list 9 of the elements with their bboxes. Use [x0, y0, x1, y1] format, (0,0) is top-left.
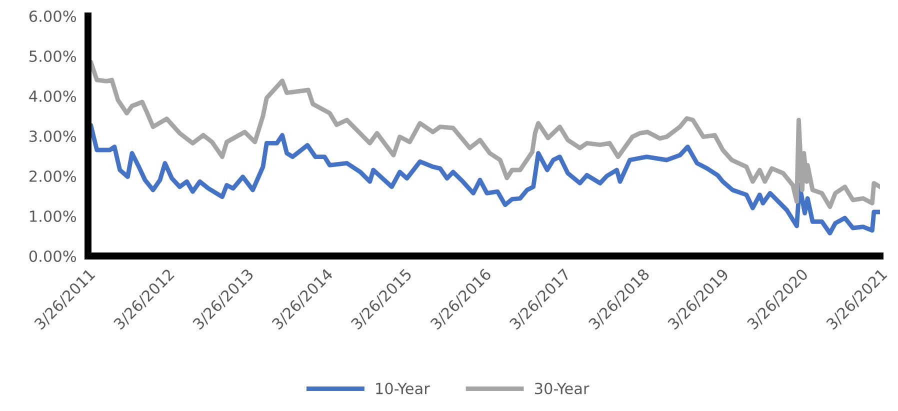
- legend-label: 10-Year: [376, 382, 430, 394]
- y-tick-label: 2.00%: [29, 170, 76, 182]
- y-tick-label: 4.00%: [29, 90, 76, 102]
- y-tick-label: 0.00%: [29, 250, 76, 262]
- y-tick-label: 3.00%: [30, 130, 76, 142]
- y-tick-label: 5.00%: [30, 50, 76, 62]
- legend-label: 30-Year: [534, 382, 590, 394]
- y-tick-label: 6.00%: [29, 10, 76, 22]
- y-tick-label: 1.00%: [30, 210, 76, 222]
